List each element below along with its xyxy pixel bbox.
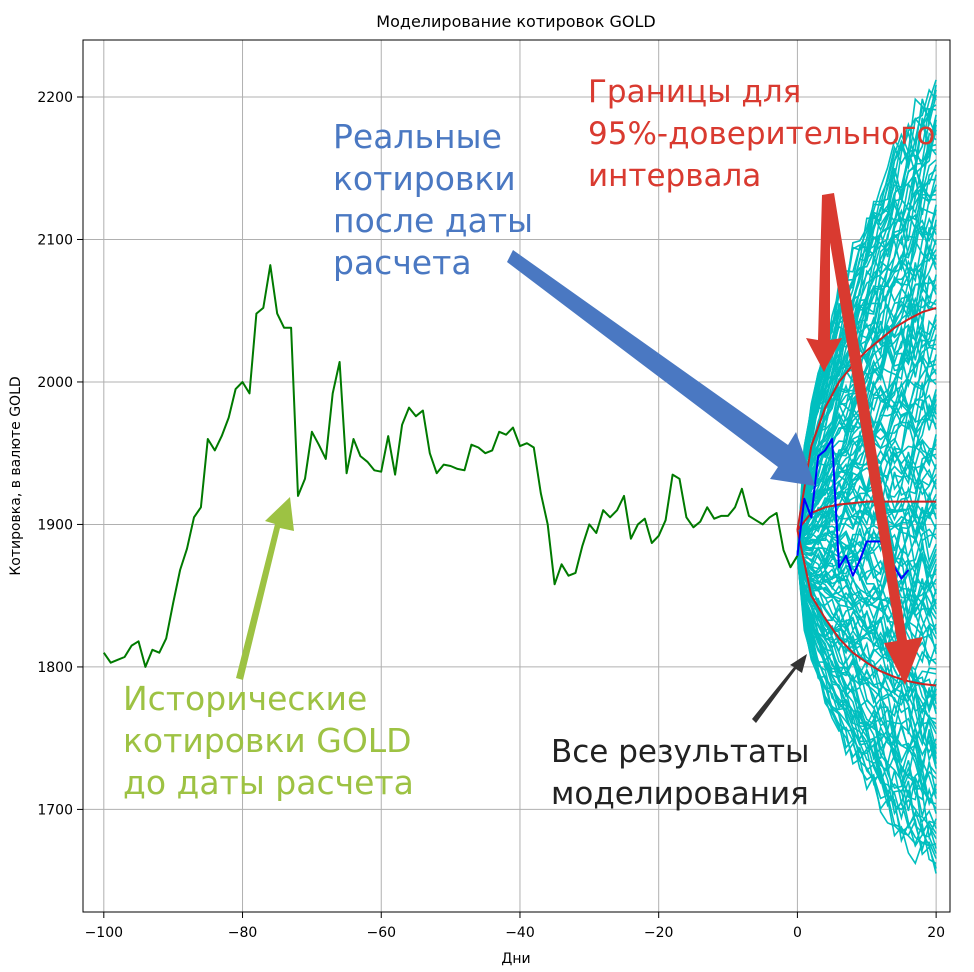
- arrow-upper-bound: [806, 195, 842, 372]
- annotation-bounds-line-2: 95%-доверительного: [588, 116, 935, 152]
- x-tick-label: 0: [793, 925, 802, 941]
- annotation-historical-line-1: Исторические: [123, 679, 367, 718]
- annotation-real-line-3: после даты: [333, 201, 533, 240]
- simulation-path: [796, 555, 937, 841]
- chart-title: Моделирование котировок GOLD: [376, 12, 655, 31]
- arrows: [236, 193, 923, 723]
- annotation-real-line-1: Реальные: [333, 117, 502, 156]
- annotation-bounds: Границы для 95%-доверительного интервала: [588, 74, 935, 194]
- annotation-simulations: Все результаты моделирования: [551, 734, 810, 812]
- y-tick-label: 2200: [37, 90, 73, 106]
- simulation-path: [796, 495, 937, 557]
- x-tick-label: −100: [85, 925, 123, 941]
- annotation-simulations-line-1: Все результаты: [551, 734, 810, 770]
- simulation-path: [796, 238, 937, 556]
- simulation-path: [796, 324, 937, 556]
- simulation-path: [796, 555, 937, 773]
- simulation-path: [796, 540, 937, 589]
- simulation-path: [796, 555, 937, 740]
- simulation-path: [797, 555, 937, 611]
- simulation-path: [796, 79, 937, 556]
- simulation-path: [796, 516, 937, 563]
- arrow-historical: [236, 497, 294, 680]
- annotation-simulations-line-2: моделирования: [551, 776, 809, 812]
- annotation-bounds-line-3: интервала: [588, 158, 761, 194]
- plot-frame: [82, 39, 951, 913]
- annotation-real-line-2: котировки: [333, 159, 516, 198]
- simulation-path: [796, 555, 937, 749]
- y-tick-label: 2000: [37, 375, 73, 391]
- annotation-real: Реальные котировки после даты расчета: [333, 117, 533, 282]
- x-tick-label: −20: [644, 925, 674, 941]
- annotation-historical-line-2: котировки GOLD: [123, 721, 412, 760]
- arrow-simulations: [752, 654, 807, 723]
- simulation-path: [796, 555, 937, 729]
- y-tick-label: 2100: [37, 232, 73, 248]
- y-tick-label: 1900: [37, 517, 73, 533]
- x-tick-label: 20: [927, 925, 945, 941]
- bound-line-lower: [796, 529, 937, 687]
- bound-line-upper: [796, 306, 937, 531]
- simulation-path: [797, 550, 937, 590]
- x-tick-label: −40: [505, 925, 535, 941]
- simulation-path: [796, 104, 937, 556]
- simulation-path: [796, 430, 937, 557]
- simulation-path: [796, 555, 937, 847]
- x-axis-label: Дни: [501, 951, 530, 967]
- annotation-historical-line-3: до даты расчета: [123, 763, 414, 802]
- y-tick-label: 1700: [37, 802, 73, 818]
- simulation-path: [796, 555, 937, 792]
- x-axis-ticks: −100 −80 −60 −40 −20 0 20: [85, 912, 945, 941]
- annotation-bounds-line-1: Границы для: [588, 74, 801, 110]
- annotation-historical: Исторические котировки GOLD до даты расч…: [123, 679, 414, 802]
- y-tick-label: 1800: [37, 660, 73, 676]
- simulation-path: [796, 555, 937, 835]
- arrow-lower-bound: [822, 193, 923, 685]
- simulation-path: [796, 227, 937, 556]
- y-axis-label: Котировка, в валюте GOLD: [8, 376, 24, 575]
- annotation-real-line-4: расчета: [333, 243, 472, 282]
- simulation-path: [796, 555, 937, 790]
- simulation-path: [796, 272, 937, 556]
- simulation-paths: [796, 79, 937, 874]
- simulation-path: [796, 278, 937, 556]
- arrow-real-quotes: [507, 250, 815, 486]
- series-line-historical: [102, 264, 799, 668]
- confidence-bounds: [796, 306, 937, 687]
- x-tick-label: −60: [366, 925, 396, 941]
- simulation-path: [796, 453, 937, 557]
- y-axis-ticks: 1700 1800 1900 2000 2100 2200: [37, 90, 83, 818]
- bound-line-mid: [796, 500, 937, 531]
- simulation-path: [796, 555, 937, 714]
- simulation-path: [796, 555, 937, 640]
- simulation-path: [796, 229, 937, 556]
- simulation-path: [796, 555, 937, 628]
- simulation-path: [797, 555, 937, 614]
- x-tick-label: −80: [228, 925, 258, 941]
